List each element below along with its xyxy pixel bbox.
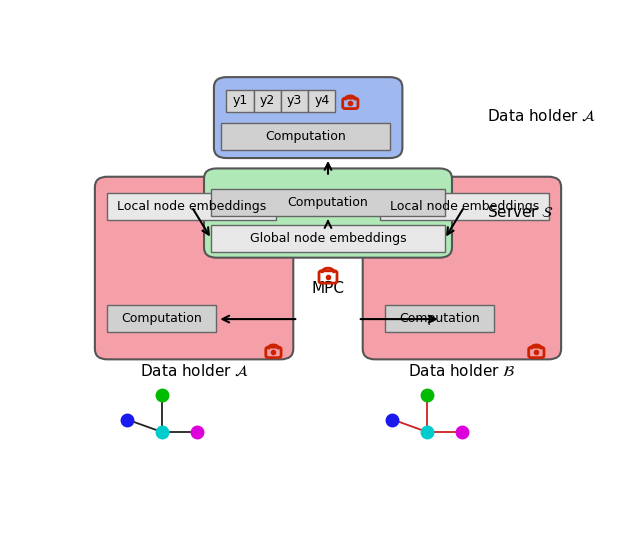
Bar — [211, 189, 445, 216]
FancyBboxPatch shape — [363, 177, 561, 360]
Text: y3: y3 — [287, 94, 302, 107]
Text: Computation: Computation — [266, 130, 346, 143]
Bar — [221, 123, 390, 150]
Bar — [308, 89, 335, 113]
Bar — [380, 194, 548, 220]
Bar — [108, 306, 216, 333]
Text: y2: y2 — [260, 94, 275, 107]
Bar — [385, 306, 494, 333]
FancyBboxPatch shape — [95, 177, 293, 360]
Text: Data holder $\mathcal{A}$: Data holder $\mathcal{A}$ — [486, 109, 596, 125]
FancyBboxPatch shape — [214, 77, 403, 158]
Bar — [227, 89, 253, 113]
Text: Computation: Computation — [287, 196, 369, 209]
Text: Computation: Computation — [122, 313, 202, 326]
Bar — [253, 89, 281, 113]
Text: Data holder $\mathcal{A}$: Data holder $\mathcal{A}$ — [140, 363, 248, 379]
Text: Global node embeddings: Global node embeddings — [250, 232, 406, 245]
FancyBboxPatch shape — [204, 168, 452, 258]
Text: Local node embeddings: Local node embeddings — [390, 201, 539, 213]
Bar — [108, 194, 276, 220]
Text: Server $\mathcal{S}$: Server $\mathcal{S}$ — [486, 204, 554, 220]
Bar — [211, 225, 445, 252]
Text: MPC: MPC — [312, 281, 344, 296]
Text: Local node embeddings: Local node embeddings — [117, 201, 266, 213]
Text: Computation: Computation — [399, 313, 480, 326]
Text: y4: y4 — [314, 94, 330, 107]
Text: Data holder $\mathcal{B}$: Data holder $\mathcal{B}$ — [408, 363, 516, 379]
Text: y1: y1 — [232, 94, 248, 107]
Bar — [281, 89, 308, 113]
